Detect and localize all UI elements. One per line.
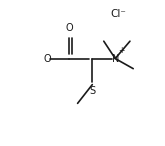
- Text: +: +: [118, 46, 124, 55]
- Text: S: S: [89, 86, 95, 96]
- Text: N: N: [112, 54, 120, 64]
- Text: O: O: [44, 54, 51, 64]
- Text: O: O: [66, 23, 73, 33]
- Text: Cl⁻: Cl⁻: [111, 9, 126, 19]
